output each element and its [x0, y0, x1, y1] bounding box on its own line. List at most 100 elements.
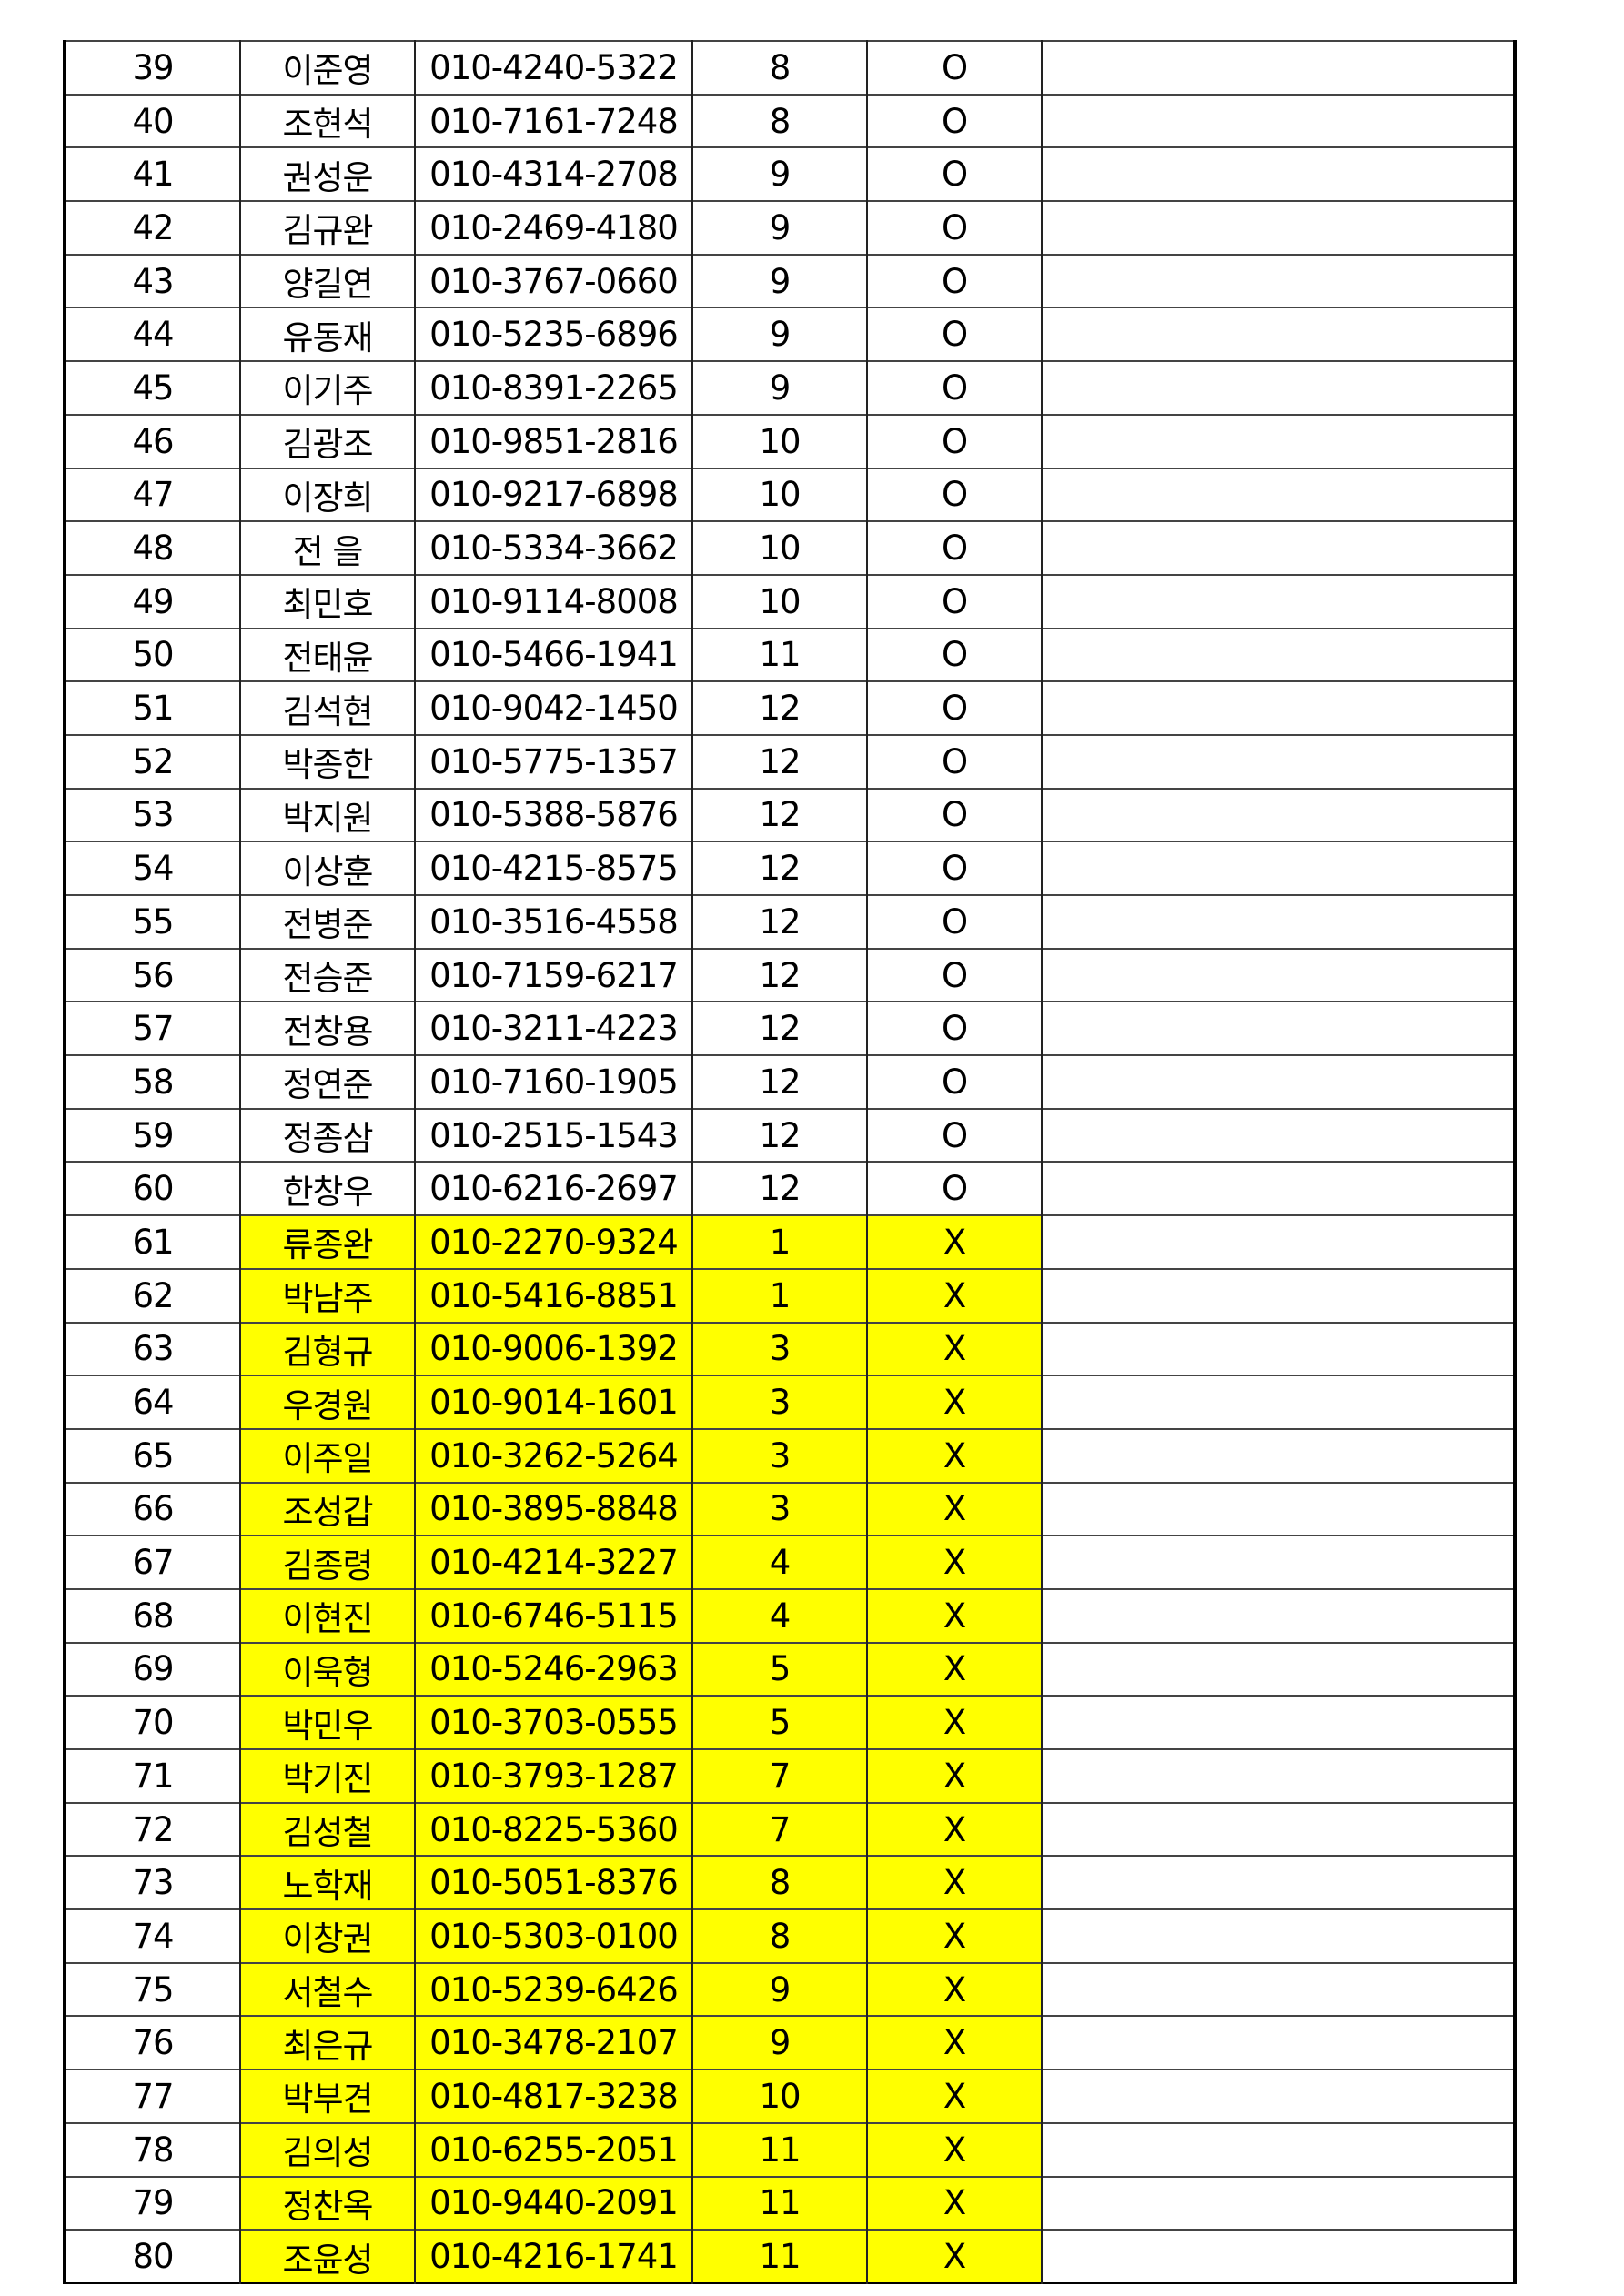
- name-cell: 박남주: [239, 1267, 416, 1323]
- phone-cell: 010-8391-2265: [414, 360, 693, 416]
- name-cell: 이주일: [239, 1427, 416, 1484]
- status-cell: X: [866, 1908, 1043, 1964]
- table-row: 50 전태윤 010-5466-1941 11 O: [64, 627, 1516, 682]
- count-cell: 11: [691, 2175, 868, 2231]
- phone-cell: 010-5303-0100: [414, 1908, 693, 1964]
- count-cell: 12: [691, 680, 868, 736]
- table-row: 74 이창권 010-5303-0100 8 X: [64, 1908, 1516, 1964]
- memo-cell: [1041, 1855, 1516, 1910]
- memo-cell: [1041, 787, 1516, 842]
- row-number: 68: [64, 1587, 241, 1644]
- row-number: 41: [64, 146, 241, 202]
- status-cell: X: [866, 1267, 1043, 1323]
- name-cell: 최민호: [239, 573, 416, 629]
- phone-cell: 010-3793-1287: [414, 1748, 693, 1804]
- memo-cell: [1041, 40, 1516, 96]
- status-cell: X: [866, 1641, 1043, 1697]
- name-cell: 이기주: [239, 360, 416, 416]
- phone-cell: 010-5235-6896: [414, 307, 693, 362]
- name-cell: 박지원: [239, 787, 416, 842]
- count-cell: 10: [691, 467, 868, 522]
- table-row: 76 최은규 010-3478-2107 9 X: [64, 2015, 1516, 2070]
- row-number: 57: [64, 1001, 241, 1056]
- row-number: 56: [64, 947, 241, 1002]
- table-row: 72 김성철 010-8225-5360 7 X: [64, 1801, 1516, 1857]
- memo-cell: [1041, 2229, 1516, 2284]
- row-number: 54: [64, 841, 241, 896]
- count-cell: 8: [691, 1855, 868, 1910]
- phone-cell: 010-3767-0660: [414, 253, 693, 308]
- name-cell: 정연준: [239, 1054, 416, 1110]
- status-cell: O: [866, 1161, 1043, 1216]
- row-number: 46: [64, 413, 241, 468]
- phone-cell: 010-5775-1357: [414, 733, 693, 790]
- table-row: 71 박기진 010-3793-1287 7 X: [64, 1748, 1516, 1804]
- name-cell: 조성갑: [239, 1481, 416, 1536]
- phone-cell: 010-9851-2816: [414, 413, 693, 468]
- name-cell: 이준영: [239, 40, 416, 96]
- memo-cell: [1041, 947, 1516, 1002]
- phone-cell: 010-8225-5360: [414, 1801, 693, 1857]
- memo-cell: [1041, 467, 1516, 522]
- row-number: 47: [64, 467, 241, 522]
- memo-cell: [1041, 1427, 1516, 1484]
- table-row: 68 이현진 010-6746-5115 4 X: [64, 1587, 1516, 1644]
- row-number: 76: [64, 2015, 241, 2070]
- count-cell: 4: [691, 1535, 868, 1590]
- row-number: 67: [64, 1535, 241, 1590]
- table-row: 46 김광조 010-9851-2816 10 O: [64, 413, 1516, 468]
- name-cell: 이현진: [239, 1587, 416, 1644]
- row-number: 74: [64, 1908, 241, 1964]
- row-number: 58: [64, 1054, 241, 1110]
- count-cell: 9: [691, 146, 868, 202]
- count-cell: 8: [691, 93, 868, 148]
- name-cell: 김성철: [239, 1801, 416, 1857]
- table-row: 40 조현석 010-7161-7248 8 O: [64, 93, 1516, 148]
- memo-cell: [1041, 520, 1516, 576]
- name-cell: 박종한: [239, 733, 416, 790]
- phone-cell: 010-5388-5876: [414, 787, 693, 842]
- table-row: 63 김형규 010-9006-1392 3 X: [64, 1321, 1516, 1376]
- status-cell: O: [866, 253, 1043, 308]
- row-number: 78: [64, 2121, 241, 2177]
- memo-cell: [1041, 1375, 1516, 1430]
- table-row: 41 권성운 010-4314-2708 9 O: [64, 146, 1516, 202]
- name-cell: 조윤성: [239, 2229, 416, 2284]
- phone-cell: 010-7160-1905: [414, 1054, 693, 1110]
- count-cell: 12: [691, 1054, 868, 1110]
- name-cell: 서철수: [239, 1961, 416, 2017]
- memo-cell: [1041, 733, 1516, 790]
- status-cell: X: [866, 1481, 1043, 1536]
- status-cell: O: [866, 93, 1043, 148]
- memo-cell: [1041, 1267, 1516, 1323]
- memo-cell: [1041, 200, 1516, 256]
- status-cell: O: [866, 680, 1043, 736]
- memo-cell: [1041, 1535, 1516, 1590]
- count-cell: 12: [691, 787, 868, 842]
- count-cell: 12: [691, 1001, 868, 1056]
- name-cell: 정찬옥: [239, 2175, 416, 2231]
- memo-cell: [1041, 2069, 1516, 2124]
- phone-cell: 010-9006-1392: [414, 1321, 693, 1376]
- phone-cell: 010-4817-3238: [414, 2069, 693, 2124]
- row-number: 79: [64, 2175, 241, 2231]
- name-cell: 김광조: [239, 413, 416, 468]
- table-row: 59 정종삼 010-2515-1543 12 O: [64, 1107, 1516, 1163]
- phone-cell: 010-7161-7248: [414, 93, 693, 148]
- row-number: 62: [64, 1267, 241, 1323]
- count-cell: 12: [691, 733, 868, 790]
- phone-cell: 010-5334-3662: [414, 520, 693, 576]
- count-cell: 7: [691, 1748, 868, 1804]
- phone-cell: 010-9217-6898: [414, 467, 693, 522]
- memo-cell: [1041, 841, 1516, 896]
- phone-cell: 010-9114-8008: [414, 573, 693, 629]
- row-number: 71: [64, 1748, 241, 1804]
- status-cell: O: [866, 413, 1043, 468]
- status-cell: O: [866, 1054, 1043, 1110]
- row-number: 50: [64, 627, 241, 682]
- row-number: 40: [64, 93, 241, 148]
- memo-cell: [1041, 1801, 1516, 1857]
- status-cell: O: [866, 573, 1043, 629]
- name-cell: 유동재: [239, 307, 416, 362]
- row-number: 73: [64, 1855, 241, 1910]
